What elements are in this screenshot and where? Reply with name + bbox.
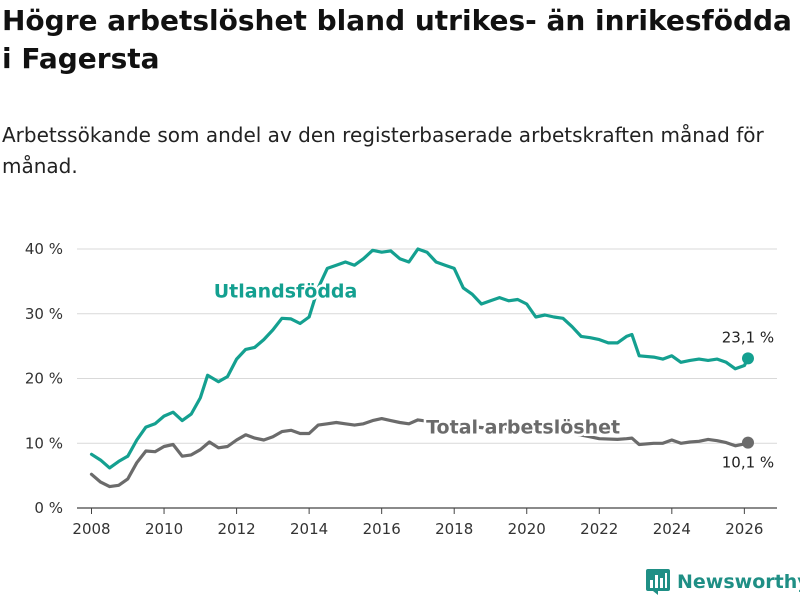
- x-tick-label: 2018: [435, 520, 473, 538]
- brand-name: Newsworthy: [677, 571, 800, 593]
- x-tick-label: 2020: [508, 520, 546, 538]
- series-end-marker: [741, 352, 754, 365]
- x-tick-label: 2016: [363, 520, 401, 538]
- newsworthy-brand: Newsworthy: [645, 568, 800, 596]
- y-tick-label: 10 %: [25, 434, 63, 452]
- axes: 0 % 10 % 20 % 30 % 40 % 2008 2010 2012 2014 2016 2…: [25, 240, 764, 538]
- series-label-utlandsfodda: Utlandsfödda: [214, 281, 358, 303]
- x-tick-label: 2026: [725, 520, 763, 538]
- x-tick-label: 2022: [580, 520, 618, 538]
- gridlines: [77, 248, 777, 509]
- y-tick-label: 20 %: [25, 370, 63, 388]
- x-tick-label: 2024: [653, 520, 691, 538]
- x-tick-label: 2012: [217, 520, 255, 538]
- series-label-total: Total arbetslöshet: [426, 417, 620, 439]
- y-tick-label: 30 %: [25, 305, 63, 323]
- chart-title: Högre arbetslöshet bland utrikes- än inr…: [2, 4, 792, 75]
- series-lines: [89, 247, 754, 489]
- y-tick-label: 40 %: [25, 240, 63, 258]
- series-line: [89, 417, 750, 489]
- bar-chart-logo-icon: [646, 569, 670, 595]
- chart-subtitle: Arbetssökande som andel av den registerb…: [2, 123, 764, 178]
- series-end-marker: [741, 436, 754, 449]
- end-value-label-utlandsfodda: 23,1 %: [722, 328, 774, 346]
- end-value-label-total: 10,1 %: [722, 454, 774, 472]
- x-tick-label: 2008: [72, 520, 110, 538]
- series-line: [89, 247, 750, 470]
- x-tick-label: 2014: [290, 520, 328, 538]
- y-tick-label: 0 %: [34, 499, 63, 517]
- x-tick-label: 2010: [145, 520, 183, 538]
- series-labels: Utlandsfödda Total arbetslöshet 23,1 % 1…: [211, 278, 774, 472]
